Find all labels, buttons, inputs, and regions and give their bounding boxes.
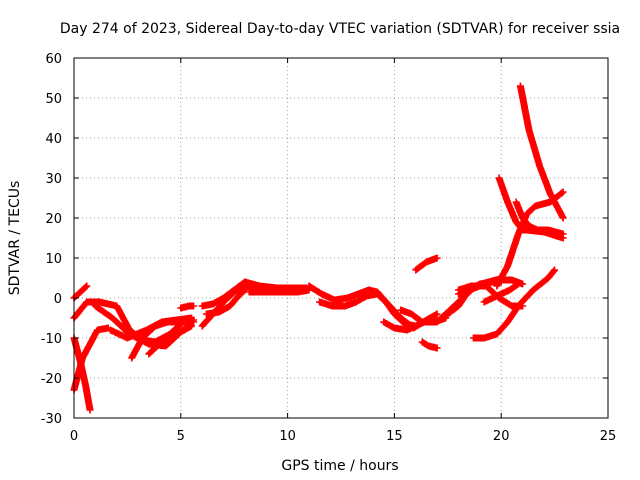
x-tick-label-2: 10 [279, 429, 296, 444]
x-axis-label: GPS time / hours [281, 458, 398, 474]
y-tick-label-5: 20 [45, 212, 62, 227]
x-axis-ticks: 0 5 10 15 20 25 [70, 58, 616, 444]
plot-frame [73, 57, 609, 419]
series-markers-13 [245, 286, 313, 296]
series-arc-19 [412, 254, 441, 274]
y-tick-label-4: 10 [45, 252, 62, 267]
series-arc-30 [480, 280, 522, 306]
y-tick-label-2: -10 [41, 332, 62, 347]
series-markers-27 [512, 198, 567, 238]
series-arc-28 [512, 198, 567, 238]
series-arc-7 [128, 318, 198, 362]
series-arc-25 [469, 266, 559, 342]
x-tick-label-1: 5 [177, 429, 185, 444]
y-tick-label-1: -20 [41, 372, 62, 387]
y-axis-ticks: -30 -20 -10 0 10 20 30 40 50 60 [41, 52, 608, 427]
y-tick-label-3: 0 [54, 292, 62, 307]
y-tick-label-9: 60 [45, 52, 62, 67]
y-tick-label-7: 40 [45, 132, 62, 147]
y-axis-label: SDTVAR / TECUs [7, 181, 23, 296]
data-series [70, 82, 567, 414]
series-markers-6 [128, 318, 198, 362]
series-arc-29 [516, 82, 567, 222]
x-tick-label-0: 0 [70, 429, 78, 444]
chart-title: Day 274 of 2023, Sidereal Day-to-day VTE… [60, 21, 620, 37]
series-markers-11 [202, 286, 249, 318]
x-tick-label-5: 25 [600, 429, 617, 444]
series-arc-11 [198, 278, 249, 310]
series-markers-24 [469, 266, 559, 342]
series-markers-18 [412, 254, 441, 274]
series-markers-28 [516, 82, 567, 222]
series-arc-14 [245, 286, 313, 296]
series-markers-19 [418, 338, 441, 352]
series-arc-9 [177, 302, 198, 312]
y-tick-label-8: 50 [45, 92, 62, 107]
series-arc-8 [145, 322, 193, 358]
series-markers-10 [198, 278, 249, 310]
grid-lines [74, 58, 608, 418]
x-tick-label-4: 20 [493, 429, 510, 444]
series-arc-12 [202, 286, 249, 318]
x-tick-label-3: 15 [386, 429, 403, 444]
series-arc-20 [418, 338, 441, 352]
y-tick-label-0: -30 [41, 412, 62, 427]
y-tick-label-6: 30 [45, 172, 62, 187]
series-markers-29 [480, 280, 522, 306]
series-markers-8 [177, 302, 198, 312]
series-markers-7 [145, 322, 193, 358]
